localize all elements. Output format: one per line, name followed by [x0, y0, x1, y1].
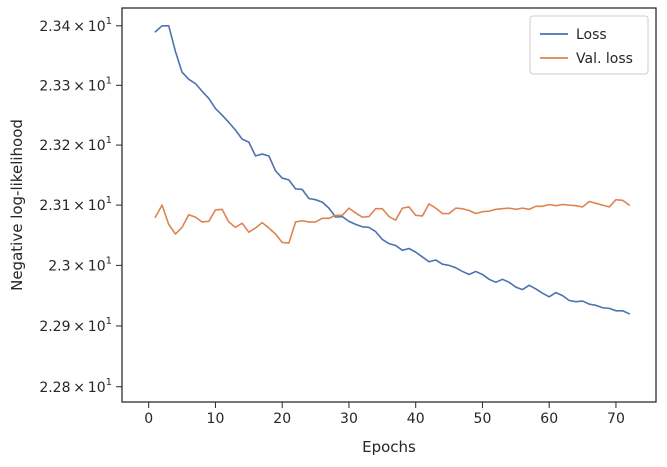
- y-axis-label: Negative log-likelihood: [8, 119, 26, 291]
- x-tick-label: 50: [474, 411, 492, 427]
- legend-frame: [529, 15, 649, 75]
- x-tick-label: 40: [407, 411, 425, 427]
- y-tick-label: 2.32 × 101: [39, 135, 112, 154]
- x-axis-ticks: 0 10 20 30 40 50 60 70: [144, 402, 625, 427]
- y-tick-label: 2.33 × 101: [39, 75, 112, 94]
- legend-label: Loss: [576, 27, 607, 43]
- legend-label: Val. loss: [576, 51, 633, 67]
- x-tick-label: 60: [540, 411, 558, 427]
- y-tick-label: 2.3 × 101: [48, 255, 112, 274]
- x-tick-label: 70: [607, 411, 625, 427]
- y-tick-label: 2.31 × 101: [39, 195, 112, 214]
- series-group: [154, 24, 631, 315]
- series-line-loss: [154, 24, 631, 315]
- legend: Loss Val. loss: [529, 15, 649, 75]
- x-axis-label: Epochs: [362, 438, 416, 456]
- y-axis-ticks: 2.28 × 101 2.29 × 101 2.3 × 101 2.31 × 101 2…: [39, 16, 122, 396]
- x-tick-label: 20: [273, 411, 291, 427]
- y-tick-label: 2.28 × 101: [39, 377, 112, 396]
- x-tick-label: 30: [340, 411, 358, 427]
- series-line-val-loss: [154, 198, 631, 244]
- plot-frame: [121, 7, 657, 403]
- y-tick-label: 2.29 × 101: [39, 316, 112, 335]
- x-tick-label: 10: [207, 411, 225, 427]
- y-tick-label: 2.34 × 101: [39, 16, 112, 35]
- x-tick-label: 0: [144, 411, 153, 427]
